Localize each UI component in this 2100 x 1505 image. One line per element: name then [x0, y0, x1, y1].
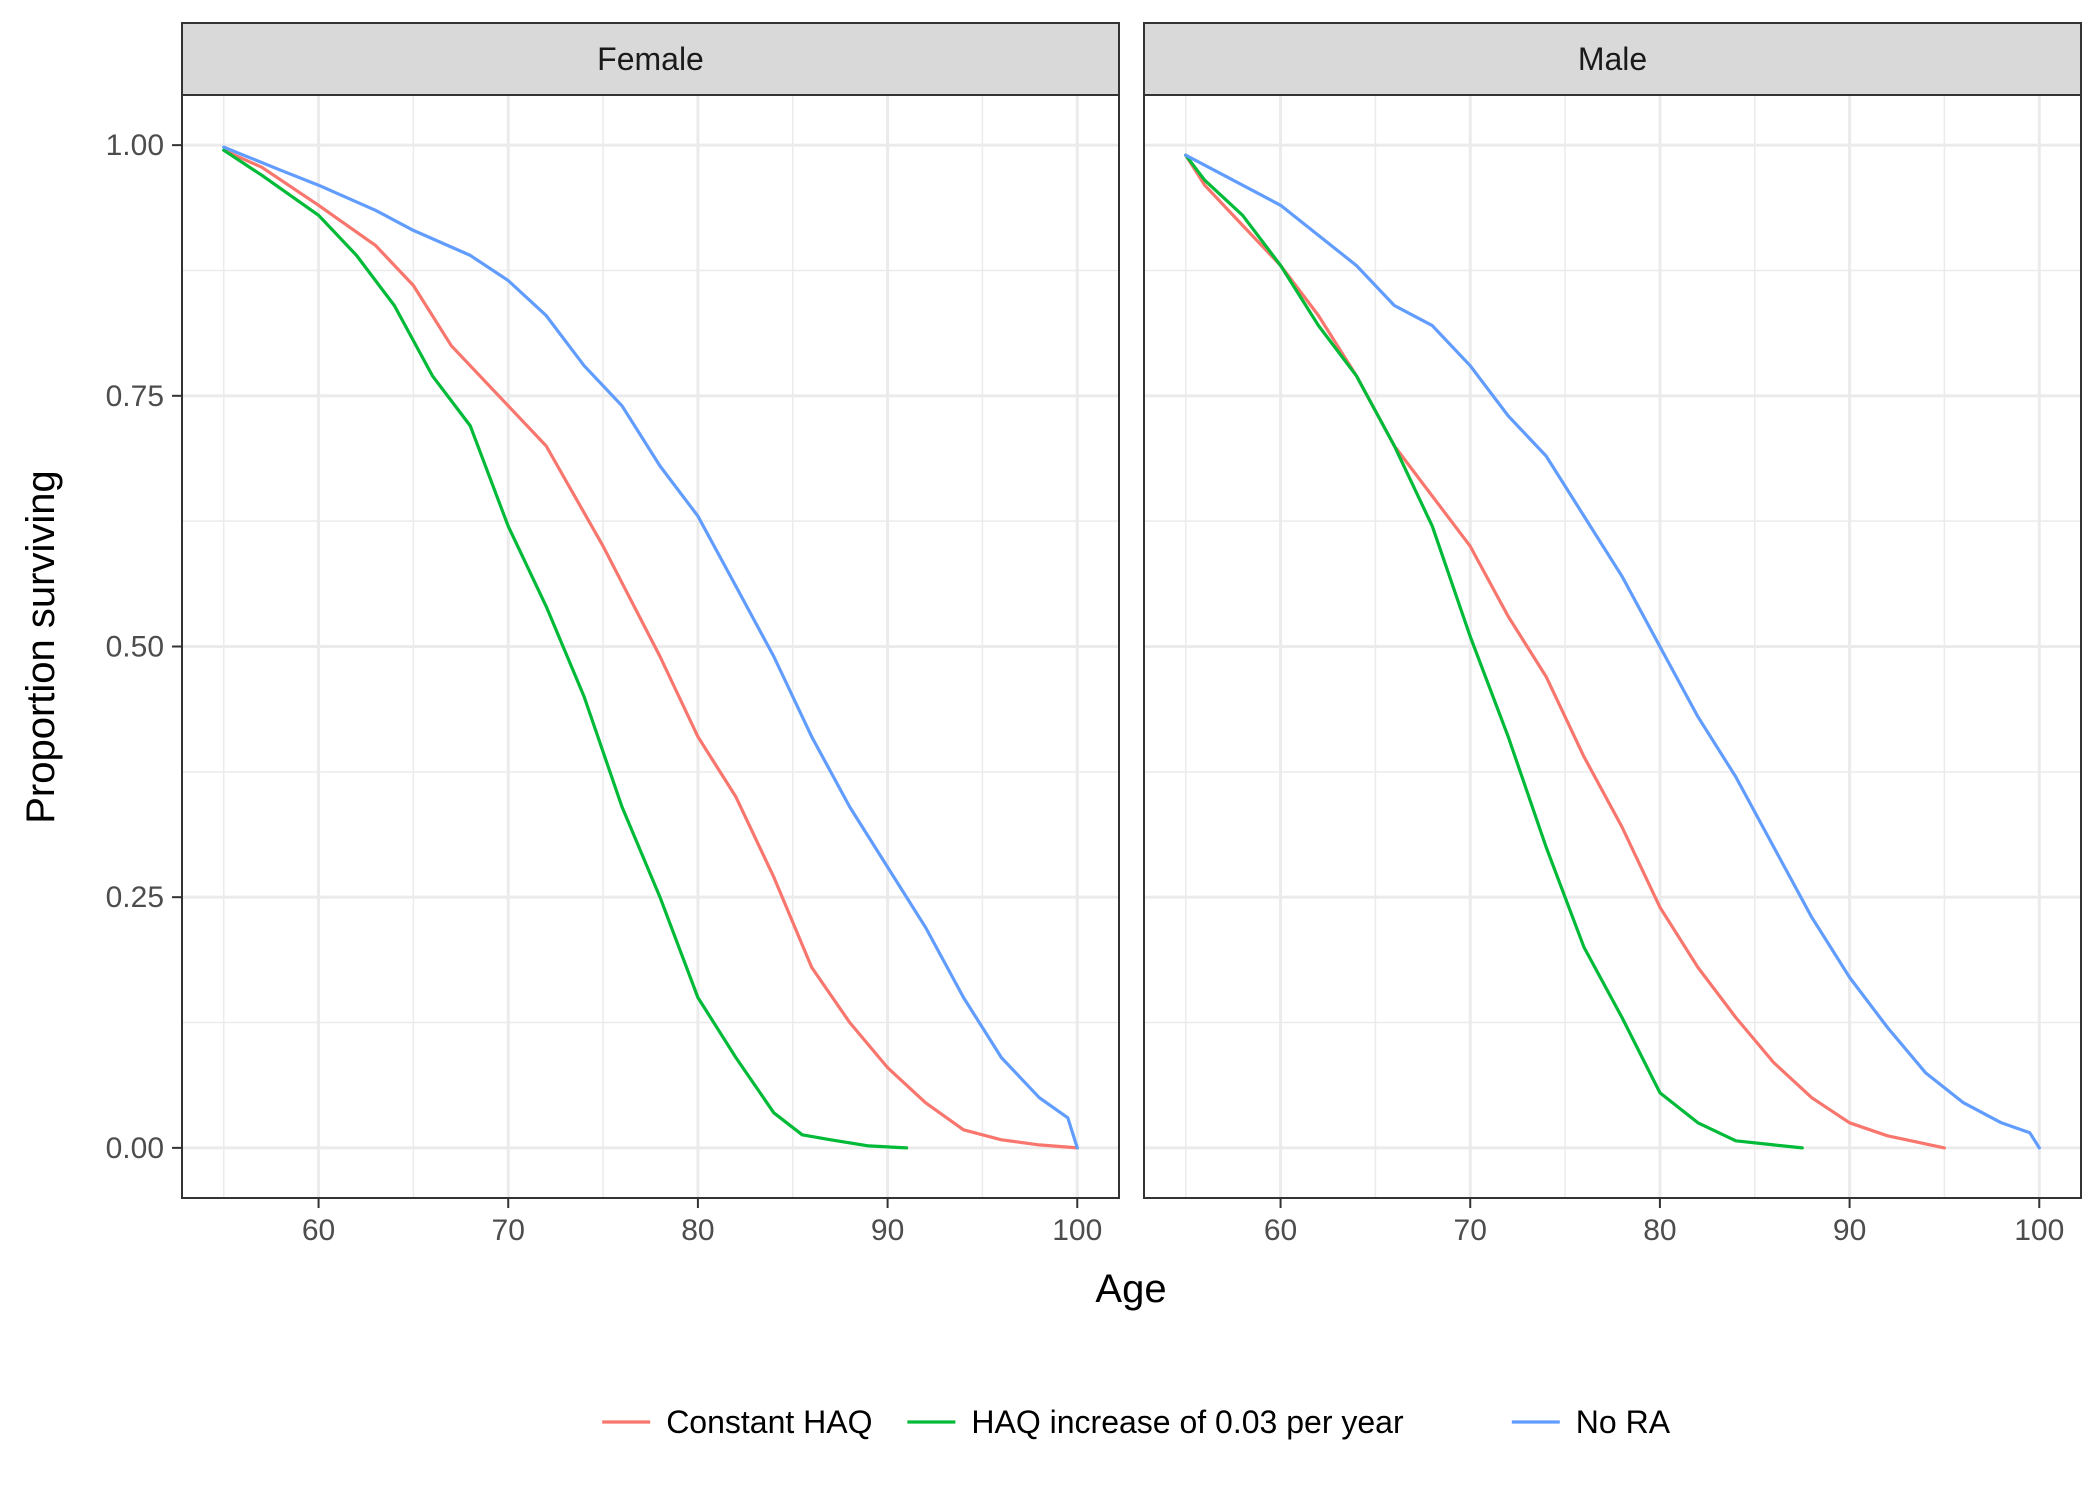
series-line-female-no-ra [222, 145, 1079, 1150]
x-axis-title: Age [1095, 1267, 1166, 1311]
legend-label-constant-haq: Constant HAQ [666, 1404, 872, 1440]
legend-item-haq-increase-of-0-03-per-year: HAQ increase of 0.03 per year [907, 1404, 1404, 1440]
strip-label-female: Female [597, 41, 704, 77]
x-tick-label: 70 [1454, 1214, 1487, 1247]
x-tick-label: 80 [681, 1214, 714, 1247]
legend-label-no-ra: No RA [1576, 1404, 1671, 1440]
y-tick-label: 0.00 [106, 1132, 164, 1165]
x-tick-label: 60 [302, 1214, 335, 1247]
panel-female: Female 60 70 80 90 100 0.00 0.25 0.50 0.75 1.00 [106, 22, 1120, 1247]
series-line-male-constant-haq [1184, 153, 1947, 1150]
series-line-male-no-ra [1184, 153, 2041, 1150]
y-tick-label: 0.50 [106, 631, 164, 664]
legend-label-haq-increase-of-0-03-per-year: HAQ increase of 0.03 per year [971, 1404, 1404, 1440]
y-tick-label: 0.75 [106, 380, 164, 413]
legend: Constant HAQ HAQ increase of 0.03 per yea… [602, 1404, 1671, 1440]
series-line-male-haq-increase-of-0-03-per-year [1184, 153, 1804, 1150]
series-line-female-constant-haq [222, 148, 1079, 1150]
y-axis-title: Proportion surviving [19, 470, 63, 824]
strip-female [181, 22, 1120, 96]
panel-male: Male 60 70 80 90 100 [1143, 22, 2082, 1247]
x-tick-label: 100 [2014, 1214, 2064, 1247]
x-tick-label: 90 [1833, 1214, 1866, 1247]
series-line-female-haq-increase-of-0-03-per-year [222, 148, 909, 1150]
x-tick-label: 60 [1264, 1214, 1297, 1247]
y-tick-label: 0.25 [106, 881, 164, 914]
x-tick-label: 80 [1643, 1214, 1676, 1247]
legend-item-no-ra: No RA [1511, 1404, 1671, 1440]
legend-item-constant-haq: Constant HAQ [602, 1404, 873, 1440]
strip-label-male: Male [1578, 41, 1647, 77]
x-tick-label: 100 [1052, 1214, 1102, 1247]
strip-male [1143, 22, 2082, 96]
y-tick-label: 1.00 [106, 129, 164, 162]
x-tick-label: 70 [492, 1214, 525, 1247]
x-tick-label: 90 [871, 1214, 904, 1247]
